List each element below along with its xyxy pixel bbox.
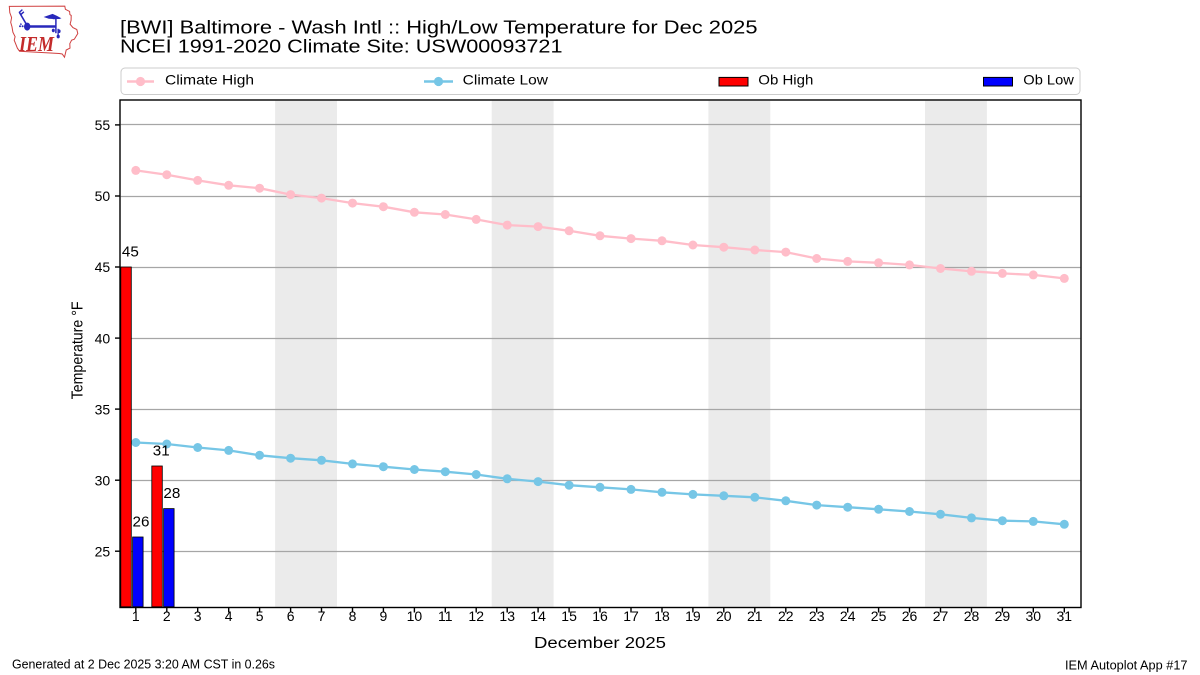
svg-text:25: 25 (871, 608, 887, 624)
svg-text:3: 3 (194, 608, 202, 624)
svg-text:IEM Autoplot App #17: IEM Autoplot App #17 (1065, 659, 1188, 673)
svg-text:15: 15 (561, 608, 577, 624)
svg-text:Climate High: Climate High (165, 72, 254, 88)
svg-text:Ob Low: Ob Low (1023, 72, 1074, 88)
svg-text:14: 14 (530, 608, 546, 624)
svg-text:11: 11 (438, 608, 453, 624)
svg-text:19: 19 (685, 608, 701, 624)
svg-text:12: 12 (468, 608, 484, 624)
svg-text:December 2025: December 2025 (534, 635, 666, 652)
svg-text:4: 4 (225, 608, 233, 624)
svg-text:28: 28 (163, 485, 180, 502)
svg-text:Generated at 2 Dec 2025 3:20 A: Generated at 2 Dec 2025 3:20 AM CST in 0… (12, 658, 275, 672)
svg-text:25: 25 (95, 544, 111, 560)
svg-text:5: 5 (256, 608, 264, 624)
svg-text:30: 30 (1026, 608, 1042, 624)
svg-text:20: 20 (716, 608, 732, 624)
svg-text:50: 50 (95, 188, 111, 204)
svg-text:26: 26 (902, 608, 918, 624)
svg-text:16: 16 (592, 608, 608, 624)
svg-text:Ob High: Ob High (758, 72, 813, 88)
svg-text:17: 17 (623, 608, 639, 624)
svg-text:18: 18 (654, 608, 670, 624)
svg-text:[BWI] Baltimore - Wash Intl ::: [BWI] Baltimore - Wash Intl :: High/Low … (120, 17, 758, 38)
svg-text:28: 28 (964, 608, 980, 624)
svg-text:29: 29 (995, 608, 1011, 624)
svg-text:Climate Low: Climate Low (463, 72, 549, 88)
svg-text:27: 27 (933, 608, 949, 624)
svg-text:9: 9 (380, 608, 388, 624)
svg-text:23: 23 (809, 608, 825, 624)
svg-text:7: 7 (318, 608, 326, 624)
svg-text:45: 45 (122, 244, 139, 261)
svg-text:24: 24 (840, 608, 856, 624)
svg-text:8: 8 (349, 608, 357, 624)
svg-text:10: 10 (407, 608, 423, 624)
svg-text:31: 31 (153, 443, 170, 460)
svg-text:NCEI 1991-2020 Climate Site: U: NCEI 1991-2020 Climate Site: USW00093721 (120, 36, 563, 57)
svg-text:21: 21 (747, 608, 763, 624)
svg-text:35: 35 (95, 401, 111, 417)
svg-text:40: 40 (95, 330, 111, 346)
svg-text:Temperature °F: Temperature °F (69, 301, 86, 399)
svg-text:IEM: IEM (18, 32, 55, 56)
svg-text:30: 30 (95, 472, 111, 488)
svg-text:31: 31 (1057, 608, 1073, 624)
svg-text:22: 22 (778, 608, 794, 624)
svg-text:2: 2 (163, 608, 171, 624)
svg-text:6: 6 (287, 608, 295, 624)
svg-text:13: 13 (499, 608, 515, 624)
svg-text:55: 55 (95, 117, 111, 133)
svg-text:1: 1 (132, 608, 140, 624)
svg-text:26: 26 (133, 514, 150, 531)
svg-text:45: 45 (95, 259, 111, 275)
